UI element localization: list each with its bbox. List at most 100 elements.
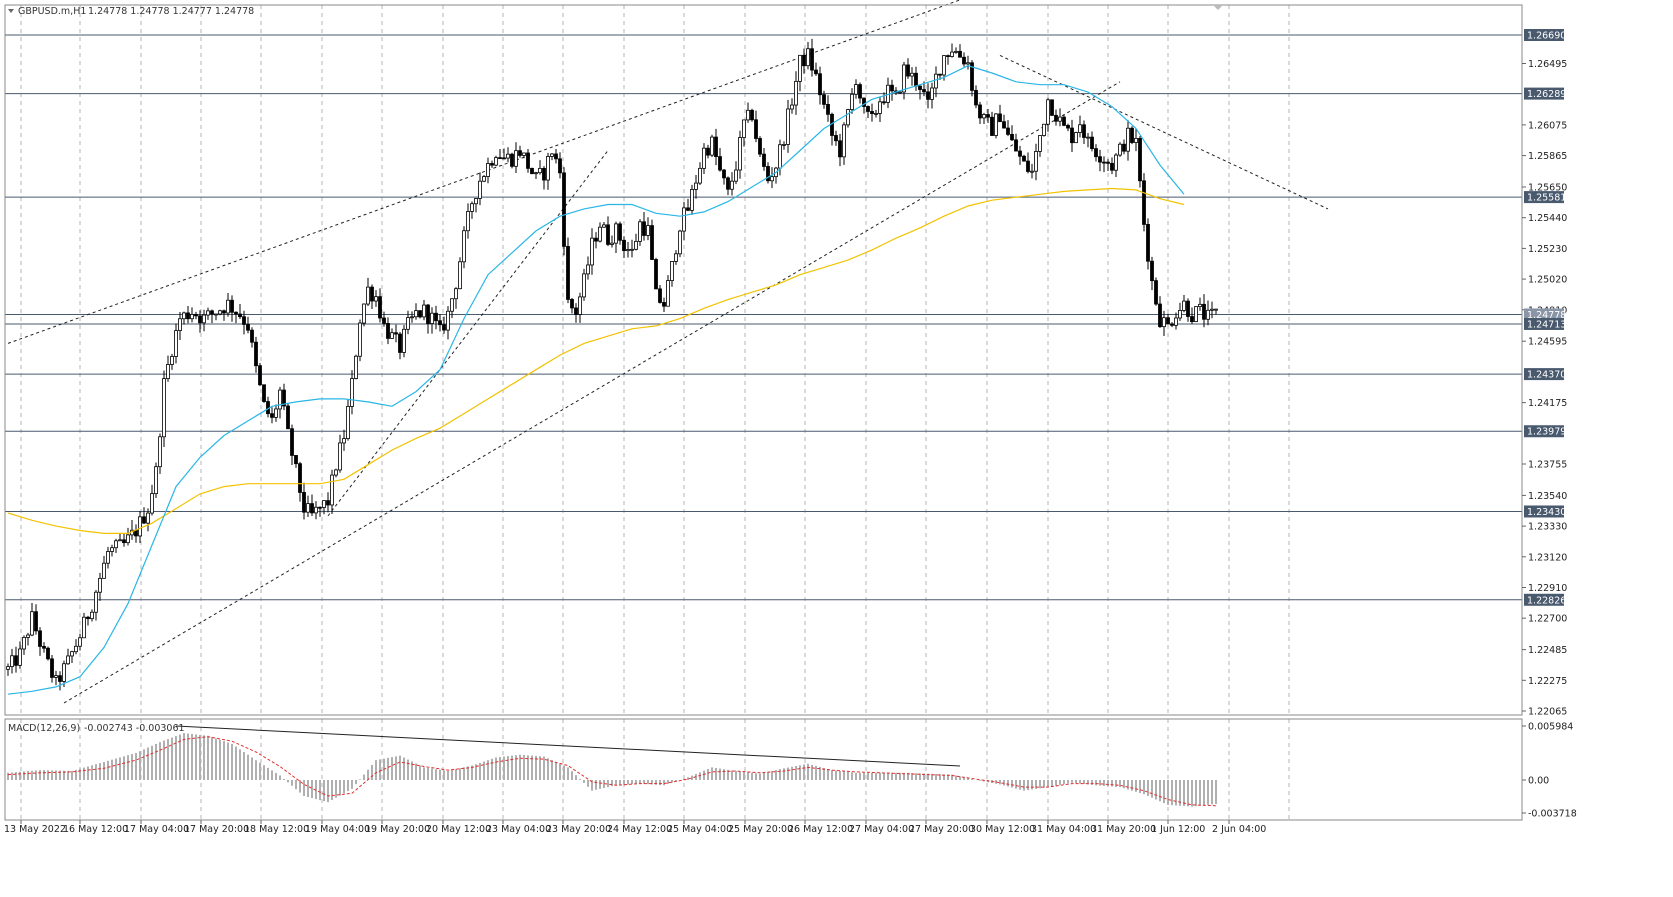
candle-body xyxy=(90,611,94,620)
candle-body xyxy=(1090,136,1094,150)
candle-body xyxy=(386,323,390,339)
candle-body xyxy=(394,332,398,335)
candle-body xyxy=(86,616,90,620)
time-tick-label: 20 May 12:00 xyxy=(426,824,491,835)
level-tag-label: 1.24713 xyxy=(1527,319,1566,330)
axes: 1.26495 1.26075 1.25865 1.25650 1.25440 1.252… xyxy=(4,29,1577,835)
candle-body xyxy=(222,310,226,314)
candle-body xyxy=(542,167,546,181)
candle-body xyxy=(550,153,554,157)
candle-body xyxy=(610,242,614,245)
time-tick-label: 27 May 20:00 xyxy=(909,824,974,835)
candle-body xyxy=(646,225,650,236)
candle-body xyxy=(166,364,170,380)
candle-body xyxy=(194,313,198,317)
candle-body xyxy=(706,147,710,156)
candle-body xyxy=(58,675,62,682)
candle-body xyxy=(206,310,210,316)
candle-body xyxy=(1074,132,1078,144)
candle-body xyxy=(626,249,630,252)
macd-signal-line xyxy=(7,736,1217,807)
time-tick-label: 25 May 04:00 xyxy=(667,824,732,835)
candle-body xyxy=(990,116,994,136)
candle-body xyxy=(994,113,998,136)
candle-body xyxy=(546,156,550,181)
candle-body xyxy=(122,539,126,544)
dropdown-triangle-icon[interactable] xyxy=(8,9,14,13)
candle-body xyxy=(586,264,590,275)
candle-body xyxy=(518,150,522,156)
level-tag xyxy=(1524,87,1564,100)
candle-body xyxy=(930,87,934,100)
candle-body xyxy=(1122,143,1126,152)
price-tick-label: 1.25650 xyxy=(1528,183,1567,194)
candle-body xyxy=(322,500,326,508)
time-tick-label: 24 May 12:00 xyxy=(607,824,672,835)
time-tick-label: 23 May 04:00 xyxy=(486,824,551,835)
candle-body xyxy=(954,50,958,53)
candle-body xyxy=(874,113,878,115)
candle-body xyxy=(26,634,30,638)
candle-body xyxy=(914,72,918,87)
level-tag xyxy=(1524,317,1564,330)
candle-body xyxy=(710,136,714,156)
candle-body xyxy=(526,152,530,169)
candle-body xyxy=(514,150,518,167)
candle-body xyxy=(878,101,882,114)
candle-body xyxy=(138,516,142,537)
candle-body xyxy=(162,378,166,438)
candle-body xyxy=(962,56,966,65)
macd-values: -0.002743 -0.003061 xyxy=(84,723,185,734)
candle-body xyxy=(1014,139,1018,152)
candle-body xyxy=(186,312,190,320)
candle-body xyxy=(482,176,486,182)
candle-body xyxy=(10,655,14,668)
candle-body xyxy=(810,48,814,71)
candle-body xyxy=(618,223,622,241)
price-tick-label: 1.24595 xyxy=(1528,337,1567,348)
candle-body xyxy=(102,562,106,579)
candle-body xyxy=(402,328,406,353)
candle-body xyxy=(1186,300,1190,317)
candle-body xyxy=(498,157,502,160)
candle-body xyxy=(270,413,274,418)
candle-body xyxy=(642,221,646,236)
candle-body xyxy=(566,245,570,300)
candle-body xyxy=(862,97,866,107)
time-tick-label: 16 May 12:00 xyxy=(63,824,128,835)
candle-body xyxy=(142,516,146,524)
candle-body xyxy=(778,144,782,169)
candle-body xyxy=(478,180,482,199)
candle-body xyxy=(350,378,354,407)
level-tag xyxy=(1524,368,1564,381)
trendline xyxy=(7,0,961,344)
candle-body xyxy=(18,648,22,666)
candle-body xyxy=(254,341,258,367)
candle-body xyxy=(454,288,458,300)
candle-body xyxy=(1114,154,1118,171)
candle-body xyxy=(1110,162,1114,171)
candle-body xyxy=(398,333,402,353)
level-tag-label: 1.24370 xyxy=(1527,370,1566,381)
level-tag-label: 1.26690 xyxy=(1527,31,1566,42)
candle-body xyxy=(1054,114,1058,122)
candle-body xyxy=(126,534,130,544)
candle-body xyxy=(698,167,702,184)
price-tick-label: 1.22275 xyxy=(1528,676,1567,687)
candle-body xyxy=(898,91,902,94)
candle-body xyxy=(178,318,182,331)
candle-body xyxy=(34,611,38,632)
price-tick-label: 1.23120 xyxy=(1528,552,1567,563)
price-tick-label: 1.25230 xyxy=(1528,244,1567,255)
candle-body xyxy=(822,94,826,105)
candle-body xyxy=(246,324,250,331)
trendline xyxy=(327,150,609,517)
candle-body xyxy=(158,436,162,468)
candle-body xyxy=(54,675,58,678)
candle-body xyxy=(554,153,558,160)
price-tick-label: 1.22485 xyxy=(1528,645,1567,656)
candle-body xyxy=(118,539,122,542)
candle-body xyxy=(818,73,822,96)
candle-body xyxy=(94,591,98,613)
